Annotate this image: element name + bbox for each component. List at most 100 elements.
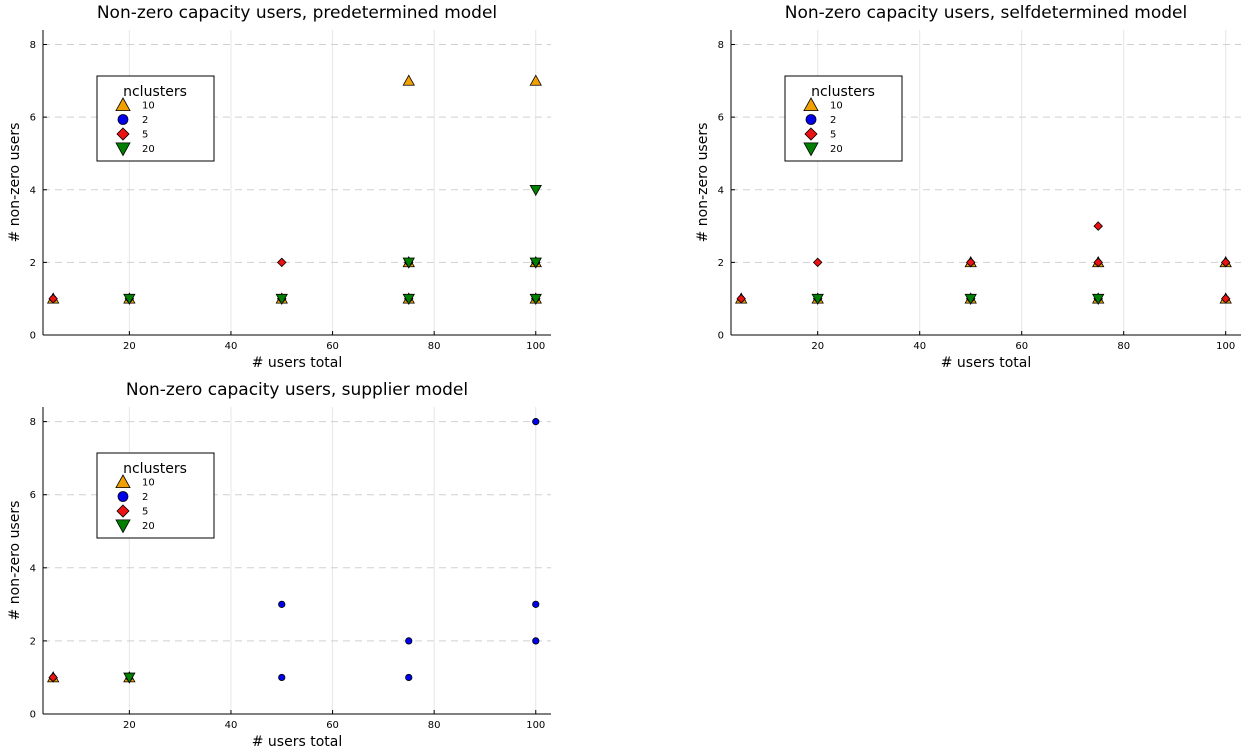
- data-point: [123, 293, 136, 306]
- legend-label: 2: [142, 115, 148, 126]
- chart-panel: 20 40 60 80 100 0 2 4 6 8 Non-zero capacity users,…: [7, 3, 551, 371]
- legend-label: 20: [830, 144, 843, 155]
- series-5: [48, 672, 58, 683]
- data-point: [405, 673, 413, 682]
- legend-marker: [115, 97, 131, 111]
- data-point: [529, 184, 542, 197]
- y-tick-label: 2: [30, 258, 36, 269]
- y-tick-label: 6: [30, 490, 36, 501]
- x-tick-label: 20: [123, 341, 136, 352]
- legend-marker: [803, 97, 819, 111]
- legend-marker: [805, 114, 817, 125]
- x-tick-label: 80: [428, 341, 441, 352]
- legend-marker: [804, 127, 818, 141]
- data-point: [811, 293, 824, 306]
- series-5: [48, 257, 541, 304]
- data-point: [529, 257, 542, 269]
- x-axis-label: # users total: [941, 355, 1031, 371]
- y-tick-label: 6: [718, 113, 724, 124]
- y-tick-label: 8: [30, 417, 36, 428]
- x-tick-label: 60: [326, 341, 339, 352]
- x-axis-label: # users total: [252, 734, 342, 750]
- x-tick-label: 100: [526, 720, 545, 731]
- series-10: [46, 671, 136, 683]
- legend-marker: [117, 491, 129, 502]
- chart-title: Non-zero capacity users, predetermined m…: [97, 3, 497, 23]
- data-point: [278, 600, 286, 608]
- x-tick-label: 80: [1117, 341, 1130, 352]
- legend-title: nclusters: [123, 84, 187, 100]
- data-point: [532, 418, 540, 426]
- data-point: [275, 293, 288, 306]
- data-point: [402, 257, 415, 269]
- data-point: [964, 293, 977, 306]
- data-point: [529, 74, 542, 86]
- y-tick-label: 6: [30, 113, 36, 124]
- legend-label: 10: [142, 101, 155, 112]
- legend-marker: [115, 519, 131, 534]
- data-point: [402, 293, 415, 306]
- data-point: [736, 293, 746, 304]
- legend-marker: [116, 504, 130, 518]
- series-20: [123, 672, 136, 684]
- y-tick-label: 0: [718, 331, 724, 342]
- legend-label: 2: [830, 115, 836, 126]
- data-point: [123, 672, 136, 684]
- x-tick-label: 80: [428, 720, 441, 731]
- legend-title: nclusters: [123, 461, 187, 477]
- y-axis-label: # non-zero users: [7, 123, 23, 243]
- legend-label: 5: [142, 507, 148, 518]
- data-point: [48, 293, 58, 304]
- data-point: [276, 257, 287, 268]
- y-axis-label: # non-zero users: [7, 501, 23, 621]
- data-point: [1093, 257, 1103, 268]
- legend-label: 2: [142, 492, 148, 503]
- legend-box: [96, 452, 215, 539]
- chart-title: Non-zero capacity users, selfdetermined …: [785, 3, 1187, 23]
- data-point: [532, 600, 540, 608]
- data-point: [1092, 293, 1105, 306]
- x-tick-label: 40: [225, 720, 238, 731]
- legend-label: 20: [142, 144, 155, 155]
- data-point: [402, 74, 415, 86]
- legend-label: 5: [142, 130, 148, 141]
- series-20: [123, 184, 542, 306]
- y-tick-label: 4: [30, 185, 36, 196]
- data-point: [529, 293, 542, 306]
- series-10: [735, 256, 1232, 304]
- legend-box: [96, 75, 215, 162]
- y-tick-label: 2: [718, 258, 724, 269]
- x-tick-label: 40: [225, 341, 238, 352]
- data-point: [1220, 293, 1231, 304]
- chart-title: Non-zero capacity users, supplier model: [126, 380, 468, 400]
- y-tick-label: 4: [30, 563, 36, 574]
- data-point: [812, 257, 823, 268]
- y-tick-label: 8: [30, 40, 36, 51]
- x-axis-label: # users total: [252, 355, 342, 371]
- y-tick-label: 2: [30, 636, 36, 647]
- legend-marker: [115, 142, 131, 157]
- legend-marker: [117, 114, 129, 125]
- legend-marker: [115, 474, 131, 489]
- series-2: [737, 258, 1230, 303]
- chart-panel: 20 40 60 80 100 0 2 4 6 8 Non-zero capacity users,…: [695, 3, 1241, 371]
- y-axis-label: # non-zero users: [695, 123, 711, 243]
- legend-label: 10: [830, 101, 843, 112]
- legend-label: 20: [142, 521, 155, 532]
- series-2: [49, 258, 540, 303]
- x-tick-label: 100: [526, 341, 545, 352]
- y-tick-label: 8: [718, 40, 724, 51]
- data-point: [278, 673, 286, 682]
- data-point: [48, 672, 58, 683]
- legend-label: 10: [142, 478, 155, 489]
- x-tick-label: 20: [123, 720, 136, 731]
- data-point: [532, 637, 540, 645]
- y-tick-label: 4: [718, 185, 724, 196]
- legend-label: 5: [830, 130, 836, 141]
- legend-box: [784, 75, 903, 162]
- x-tick-label: 20: [811, 341, 824, 352]
- legend-marker: [116, 127, 130, 141]
